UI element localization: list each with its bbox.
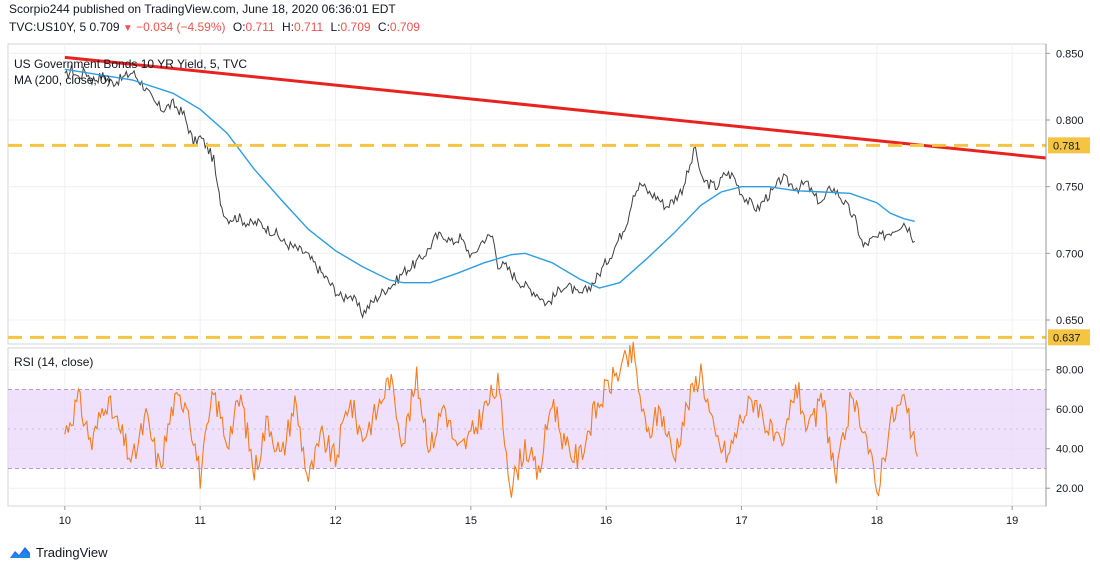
rsi-y-tick-label: 40.00 — [1056, 444, 1084, 456]
axes: 0.850 0.800 0.750 0.700 0.650 80.00 60.00 40.00… — [59, 44, 1084, 527]
down-arrow-icon: ▼ — [122, 23, 133, 34]
x-tick-label: 10 — [59, 515, 71, 527]
ma-series-line — [64, 68, 915, 289]
high-label: H: — [282, 20, 295, 34]
ma-indicator-title: MA (200, close, 0) — [14, 73, 111, 87]
close-value: 0.709 — [389, 20, 420, 34]
open-label: O: — [232, 20, 246, 34]
rsi-indicator-title: RSI (14, close) — [14, 355, 93, 369]
x-tick-label: 16 — [600, 515, 612, 527]
price-series-line — [64, 64, 915, 319]
open-value: 0.711 — [245, 20, 275, 34]
y-tick-label: 0.650 — [1056, 315, 1084, 327]
y-tick-label: 0.700 — [1056, 248, 1084, 260]
close-label: C: — [377, 20, 390, 34]
series-layer — [64, 64, 918, 498]
x-tick-label: 15 — [465, 515, 477, 527]
tradingview-brand: TradingView — [36, 544, 108, 560]
tradingview-footer[interactable]: TradingView — [8, 544, 108, 560]
high-value: 0.711 — [294, 20, 324, 34]
rsi-series-line — [64, 341, 918, 498]
low-value: 0.709 — [340, 20, 371, 34]
level-price-tag — [1048, 137, 1090, 154]
x-tick-label: 17 — [735, 515, 747, 527]
low-label: L: — [330, 20, 341, 34]
y-tick-label: 0.750 — [1056, 182, 1084, 194]
level-price-label: 0.781 — [1053, 140, 1081, 152]
level-price-tag — [1048, 329, 1090, 346]
resistance-trendline — [64, 55, 1047, 160]
y-tick-label: 0.800 — [1056, 115, 1084, 127]
attribution-text: Scorpio244 published on TradingView.com,… — [9, 2, 396, 16]
rsi-y-tick-label: 20.00 — [1056, 483, 1084, 495]
x-tick-label: 11 — [194, 515, 205, 527]
price-change: −0.034 (−4.59%) — [136, 20, 226, 34]
rsi-y-tick-label: 80.00 — [1056, 365, 1084, 377]
level-price-label: 0.637 — [1053, 332, 1081, 344]
last-price: 0.709 — [89, 20, 120, 34]
symbol-info-row: TVC:US10Y, 5 0.709 ▼ −0.034 (−4.59%) O:0… — [9, 20, 420, 34]
x-tick-label: 12 — [329, 515, 341, 527]
tradingview-logo-icon — [10, 547, 30, 558]
main-pane-frame — [7, 43, 1047, 345]
horizontal-levels: 0.781 0.637 — [8, 55, 1090, 346]
x-tick-label: 18 — [871, 515, 883, 527]
x-tick-label: 19 — [1006, 515, 1018, 527]
rsi-y-tick-label: 60.00 — [1056, 404, 1084, 416]
main-chart-title: US Government Bonds 10 YR Yield, 5, TVC — [14, 57, 247, 71]
y-tick-label: 0.850 — [1056, 48, 1084, 60]
symbol-label[interactable]: TVC:US10Y, 5 — [9, 20, 87, 34]
